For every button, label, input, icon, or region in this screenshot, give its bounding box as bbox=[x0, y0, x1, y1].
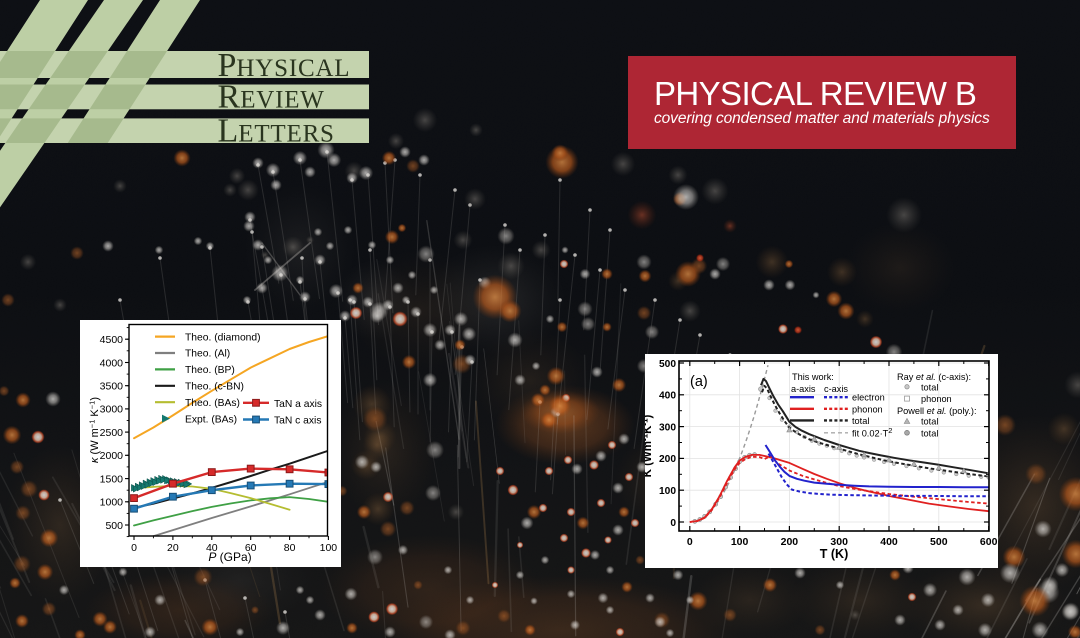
svg-text:2500: 2500 bbox=[100, 427, 124, 439]
svg-text:fit 0.02·T2: fit 0.02·T2 bbox=[852, 426, 892, 439]
svg-text:3500: 3500 bbox=[100, 381, 124, 393]
svg-text:Theo. (c-BN): Theo. (c-BN) bbox=[185, 382, 244, 393]
svg-text:300: 300 bbox=[830, 536, 848, 548]
svg-text:TaN c axis: TaN c axis bbox=[274, 416, 322, 427]
svg-text:0: 0 bbox=[687, 536, 693, 548]
svg-text:phonon: phonon bbox=[921, 394, 952, 404]
svg-text:a-axis: a-axis bbox=[791, 384, 816, 394]
svg-text:500: 500 bbox=[105, 520, 123, 532]
svg-text:1000: 1000 bbox=[100, 497, 124, 509]
svg-text:TaN a axis: TaN a axis bbox=[274, 399, 322, 410]
svg-text:4500: 4500 bbox=[100, 334, 124, 346]
svg-text:200: 200 bbox=[659, 454, 676, 465]
svg-text:Theo. (Al): Theo. (Al) bbox=[185, 349, 230, 360]
svg-text:This work:: This work: bbox=[792, 372, 834, 382]
svg-text:2000: 2000 bbox=[100, 450, 124, 462]
svg-text:T (K): T (K) bbox=[820, 547, 848, 561]
svg-text:total: total bbox=[921, 382, 938, 392]
svg-text:total: total bbox=[921, 417, 938, 427]
svg-text:(a): (a) bbox=[690, 374, 708, 390]
svg-text:60: 60 bbox=[245, 542, 257, 554]
svg-text:400: 400 bbox=[659, 391, 676, 402]
svg-text:total: total bbox=[852, 416, 869, 426]
svg-text:600: 600 bbox=[980, 536, 998, 548]
svg-text:Expt. (BAs): Expt. (BAs) bbox=[185, 414, 237, 425]
svg-text:100: 100 bbox=[731, 536, 749, 548]
svg-text:REVIEW: REVIEW bbox=[218, 79, 325, 116]
svg-text:K (Wm-1K-1): K (Wm-1K-1) bbox=[645, 414, 654, 477]
svg-text:300: 300 bbox=[659, 422, 676, 433]
svg-text:phonon: phonon bbox=[852, 404, 883, 414]
svg-text:20: 20 bbox=[167, 542, 179, 554]
svg-text:c-axis: c-axis bbox=[824, 384, 848, 394]
svg-text:1500: 1500 bbox=[100, 473, 124, 485]
svg-text:80: 80 bbox=[284, 542, 296, 554]
svg-text:200: 200 bbox=[781, 536, 799, 548]
svg-text:0: 0 bbox=[131, 542, 137, 554]
svg-text:P (GPa): P (GPa) bbox=[208, 550, 251, 564]
svg-text:Theo. (diamond): Theo. (diamond) bbox=[185, 332, 261, 343]
svg-text:500: 500 bbox=[930, 536, 948, 548]
svg-text:0: 0 bbox=[670, 518, 676, 529]
svg-text:500: 500 bbox=[659, 359, 676, 370]
svg-text:40: 40 bbox=[206, 542, 218, 554]
svg-text:κ (W m−1 K−1): κ (W m−1 K−1) bbox=[88, 397, 102, 463]
svg-text:LETTERS: LETTERS bbox=[218, 113, 335, 150]
svg-text:PHYSICAL: PHYSICAL bbox=[218, 47, 351, 84]
svg-text:100: 100 bbox=[320, 542, 338, 554]
svg-text:400: 400 bbox=[880, 536, 898, 548]
svg-text:Powell et al. (poly.):: Powell et al. (poly.): bbox=[897, 406, 977, 416]
svg-text:electron: electron bbox=[852, 393, 885, 403]
svg-text:100: 100 bbox=[659, 486, 676, 497]
svg-text:Theo. (BP): Theo. (BP) bbox=[185, 365, 235, 376]
svg-text:Theo. (BAs): Theo. (BAs) bbox=[185, 398, 240, 409]
svg-text:total: total bbox=[921, 428, 938, 438]
svg-text:Ray et al. (c-axis):: Ray et al. (c-axis): bbox=[897, 372, 971, 382]
svg-text:3000: 3000 bbox=[100, 404, 124, 416]
svg-text:4000: 4000 bbox=[100, 357, 124, 369]
